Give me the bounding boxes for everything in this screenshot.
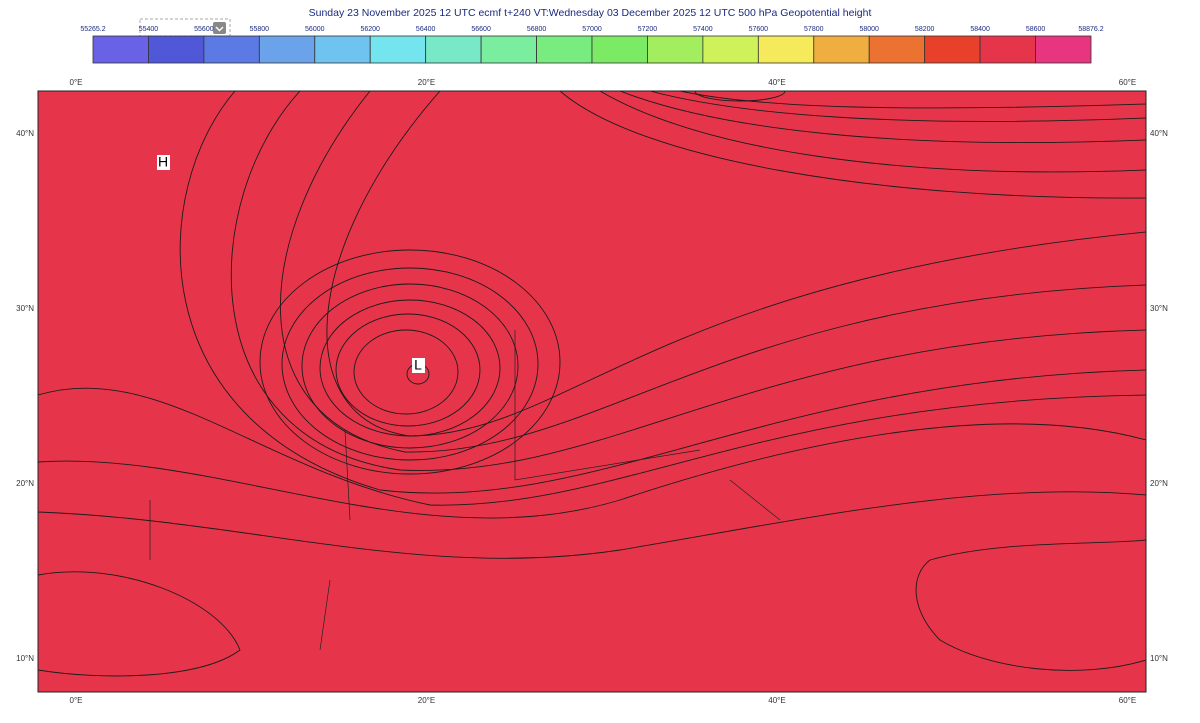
field-56200 bbox=[649, 91, 1146, 122]
high-marker: H bbox=[158, 154, 168, 170]
field-58400 bbox=[38, 91, 1146, 692]
dropdown-button[interactable] bbox=[213, 22, 226, 34]
colorbar-label: 55800 bbox=[250, 26, 270, 33]
colorbar-bin bbox=[647, 35, 704, 64]
colorbar-label: 56200 bbox=[360, 26, 380, 33]
colorbar-label: 57000 bbox=[582, 26, 602, 33]
field-57800 bbox=[38, 91, 1146, 506]
colorbar-bin bbox=[480, 35, 537, 64]
field-56800 bbox=[559, 91, 1146, 199]
lon-label: 20°E bbox=[418, 696, 435, 705]
lon-label: 40°E bbox=[768, 78, 785, 87]
colorbar-label: 55400 bbox=[139, 26, 159, 33]
low-marker: L bbox=[414, 357, 422, 373]
colorbar-bin bbox=[258, 35, 316, 64]
field-56400 bbox=[619, 91, 1146, 144]
field-58600 bbox=[38, 571, 241, 677]
field-56000 bbox=[335, 313, 481, 427]
colorbar-label: 58000 bbox=[859, 26, 879, 33]
colorbar: 55265.2 55400 55600 55800 56000 56200 56400 566… bbox=[80, 26, 1104, 64]
field-57000 bbox=[326, 91, 1146, 437]
colorbar-bin bbox=[369, 35, 427, 64]
field-56600 bbox=[281, 267, 539, 461]
lon-label: 0°E bbox=[70, 78, 83, 87]
lon-label: 0°E bbox=[70, 696, 83, 705]
colorbar-bin bbox=[148, 35, 205, 64]
colorbar-label: 57800 bbox=[804, 26, 824, 33]
colorbar-bin bbox=[979, 35, 1036, 64]
field-55800 bbox=[694, 91, 786, 102]
colorbar-label: 56000 bbox=[305, 26, 325, 33]
colorbar-label: 58600 bbox=[1026, 26, 1046, 33]
low-marker-bg bbox=[412, 358, 425, 373]
lat-label: 40°N bbox=[1150, 129, 1168, 138]
colorbar-bin bbox=[924, 35, 981, 64]
field-57200 bbox=[280, 91, 1146, 453]
field-56800 bbox=[259, 249, 561, 475]
colorbar-bin bbox=[1035, 35, 1092, 64]
colorbar-bin bbox=[92, 35, 149, 64]
colorbar-bin bbox=[757, 35, 815, 64]
colorbar-label: 57200 bbox=[638, 26, 658, 33]
field-57400 bbox=[230, 91, 1146, 471]
field-56200 bbox=[319, 299, 501, 437]
axes: 0°E 0°E 20°E 20°E 40°E 40°E 60°E 60°E 40°N 40°N 30… bbox=[16, 78, 1168, 705]
colorbar-label: 57600 bbox=[749, 26, 769, 33]
field-57600 bbox=[179, 91, 1146, 494]
high-marker-bg bbox=[157, 155, 170, 170]
lon-label: 40°E bbox=[768, 696, 785, 705]
lat-label: 20°N bbox=[1150, 479, 1168, 488]
field-56000 bbox=[679, 91, 1146, 109]
colorbar-label: 58400 bbox=[970, 26, 990, 33]
field-58600 bbox=[915, 539, 1146, 671]
colorbar-bin bbox=[813, 35, 870, 64]
lat-label: 30°N bbox=[16, 304, 34, 313]
colorbar-bin bbox=[203, 35, 260, 64]
colorbar-bin bbox=[536, 35, 593, 64]
colorbar-bin bbox=[591, 35, 648, 64]
colorbar-bin bbox=[425, 35, 482, 64]
colorbar-label: 58876.2 bbox=[1078, 26, 1103, 33]
lat-label: 10°N bbox=[1150, 654, 1168, 663]
field-58200 bbox=[38, 91, 1146, 559]
colorbar-bin bbox=[702, 35, 759, 64]
map-title: Sunday 23 November 2025 12 UTC ecmf t+24… bbox=[309, 7, 872, 19]
map-field bbox=[38, 91, 1146, 692]
field-58000 bbox=[38, 91, 1146, 519]
lat-label: 20°N bbox=[16, 479, 34, 488]
lat-label: 30°N bbox=[1150, 304, 1168, 313]
border-lines bbox=[149, 330, 781, 651]
colorbar-bin bbox=[314, 35, 371, 64]
lat-label: 10°N bbox=[16, 654, 34, 663]
map-frame bbox=[37, 90, 1147, 693]
colorbar-label: 57400 bbox=[693, 26, 713, 33]
colorbar-label: 56600 bbox=[471, 26, 491, 33]
colorbar-label: 56400 bbox=[416, 26, 436, 33]
colorbar-label: 55265.2 bbox=[80, 26, 105, 33]
colorbar-label: 55600 bbox=[194, 26, 214, 33]
lon-label: 60°E bbox=[1119, 78, 1136, 87]
field-56400 bbox=[301, 283, 519, 449]
colorbar-label: 56800 bbox=[527, 26, 547, 33]
lat-label: 40°N bbox=[16, 129, 34, 138]
dropdown-arrow bbox=[215, 26, 224, 32]
field-56600 bbox=[599, 91, 1146, 173]
colorbar-label: 58200 bbox=[915, 26, 935, 33]
lon-label: 20°E bbox=[418, 78, 435, 87]
field-55800 bbox=[353, 329, 459, 415]
colorbar-bin bbox=[868, 35, 926, 64]
lon-label: 60°E bbox=[1119, 696, 1136, 705]
